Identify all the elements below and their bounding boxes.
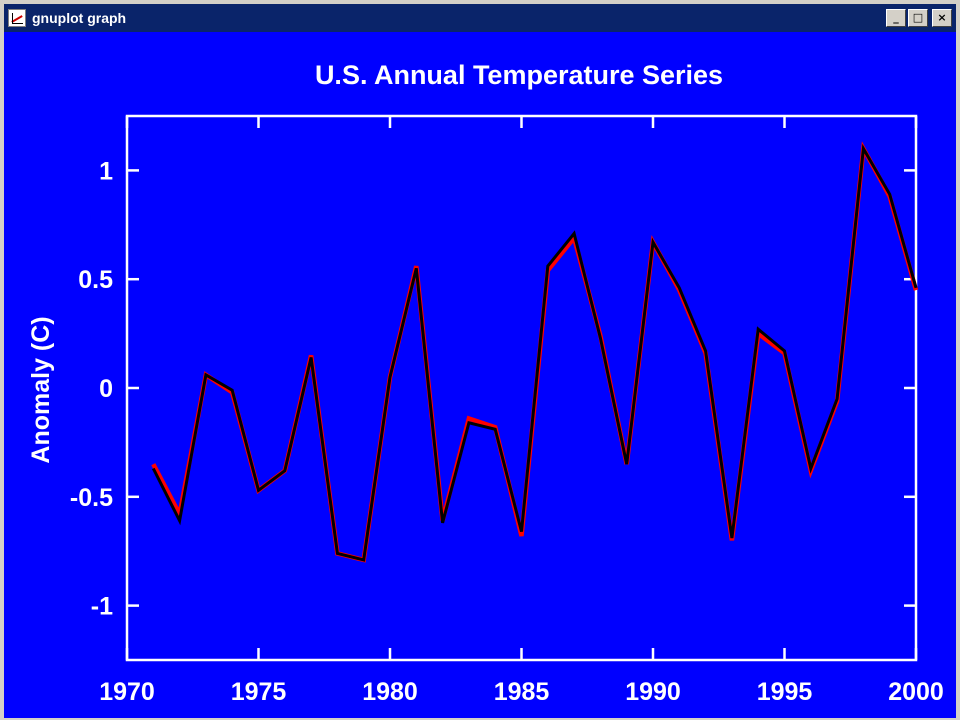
x-tick-label: 1970	[99, 678, 155, 706]
series-group	[151, 141, 919, 563]
y-axis-label: Anomaly (C)	[27, 316, 55, 463]
series-line-red	[151, 141, 919, 563]
minimize-button[interactable]: _	[886, 9, 906, 27]
x-tick-label: 1975	[231, 678, 287, 706]
chart-title: U.S. Annual Temperature Series	[315, 60, 723, 90]
temperature-chart: U.S. Annual Temperature Series Anomaly (…	[27, 60, 944, 706]
gnuplot-app-icon[interactable]	[8, 9, 26, 27]
window-title: gnuplot graph	[32, 10, 127, 26]
x-tick-labels: 1970 1975 1980 1985 1990 1995 2000	[99, 678, 944, 706]
y-tick-label: -0.5	[70, 484, 113, 512]
plot-frame	[125, 114, 918, 662]
x-tick-label: 1995	[757, 678, 813, 706]
x-tick-label: 1990	[625, 678, 681, 706]
y-tick-label: 1	[99, 157, 113, 185]
x-tick-label: 2000	[888, 678, 944, 706]
y-tick-label: 0.5	[78, 266, 113, 294]
x-tick-label: 1980	[362, 678, 418, 706]
y-tick-label: 0	[99, 375, 113, 403]
plot-canvas: U.S. Annual Temperature Series Anomaly (…	[4, 32, 956, 718]
maximize-button[interactable]: □	[908, 9, 928, 27]
y-tick-labels: -1 -0.5 0 0.5 1	[70, 157, 113, 620]
series-line-black	[151, 143, 918, 562]
x-tick-label: 1985	[494, 678, 550, 706]
close-button[interactable]: ×	[932, 9, 952, 27]
axis-ticks	[125, 116, 918, 660]
window-controls: _ □ ×	[886, 9, 952, 27]
y-tick-label: -1	[91, 593, 113, 621]
title-bar[interactable]: gnuplot graph _ □ ×	[4, 4, 956, 32]
